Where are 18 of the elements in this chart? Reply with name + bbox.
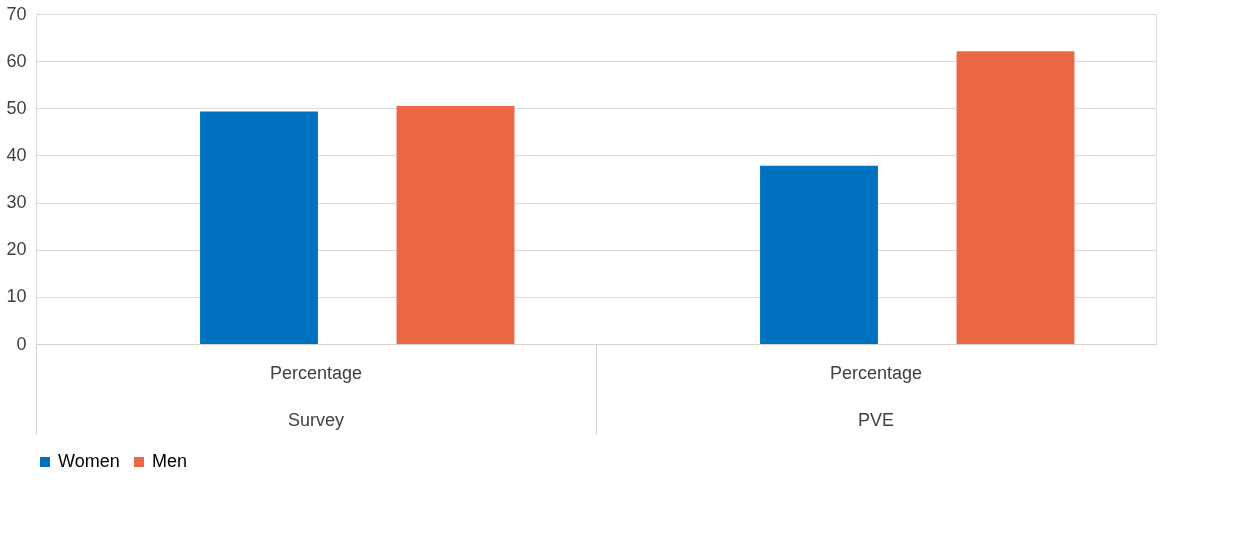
- y-tick-label: 10: [6, 286, 27, 307]
- bar: [956, 51, 1075, 344]
- bar: [200, 111, 318, 344]
- y-tick-label: 70: [6, 3, 27, 24]
- bar: [396, 105, 515, 344]
- legend-label: Women: [58, 451, 120, 471]
- y-tick-label: 30: [6, 192, 27, 213]
- text: PVE: [857, 410, 895, 430]
- x-tick-label: Percentage: [269, 362, 363, 383]
- y-tick-label: 50: [6, 97, 27, 118]
- y-tick-label: 20: [6, 239, 27, 260]
- y-tick-label: 0: [16, 333, 27, 354]
- x-tick-label: Percentage: [829, 362, 923, 383]
- y-tick-label: 40: [6, 144, 27, 165]
- y-tick-label: 60: [6, 50, 27, 71]
- bar: [760, 165, 878, 344]
- text: Survey: [287, 410, 345, 430]
- legend-label: Men: [152, 451, 188, 471]
